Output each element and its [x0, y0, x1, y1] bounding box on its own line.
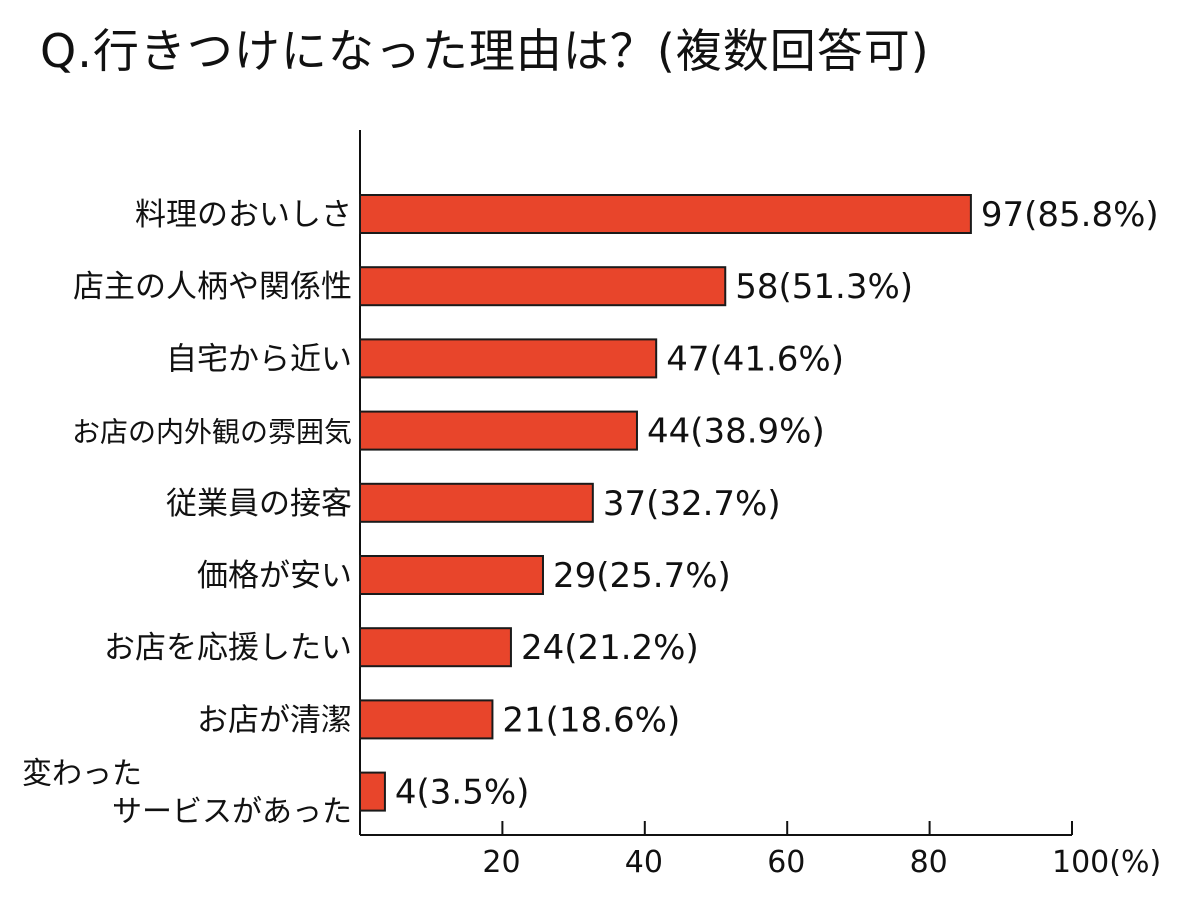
category-label: 従業員の接客	[166, 486, 352, 522]
category-label: 店主の人柄や関係性	[73, 269, 352, 305]
category-label: サービスがあった	[112, 795, 352, 830]
bar	[359, 410, 638, 451]
data-label: 58(51.3%)	[735, 267, 913, 307]
bar	[359, 482, 594, 523]
category-label: お店を応援したい	[104, 630, 352, 666]
data-label: 97(85.8%)	[981, 195, 1159, 235]
x-tick-label: 60	[767, 845, 805, 880]
category-label: 価格が安い	[197, 558, 352, 594]
bar	[359, 699, 494, 740]
category-label: 料理のおいしさ	[135, 197, 352, 233]
bar	[359, 771, 386, 812]
bar	[359, 338, 658, 379]
data-label: 44(38.9%)	[647, 412, 825, 452]
chart-title: Q.行きつけになった理由は？(複数回答可)	[40, 24, 930, 78]
category-label: お店の内外観の雰囲気	[72, 416, 352, 449]
data-label: 21(18.6%)	[502, 700, 680, 740]
category-label: お店が清潔	[197, 702, 352, 738]
x-tick-label: 40	[625, 845, 663, 880]
category-label: 変わった	[22, 757, 142, 792]
bar	[359, 266, 727, 307]
x-tick-label: 80	[910, 845, 948, 880]
data-label: 29(25.7%)	[553, 556, 731, 596]
bar	[359, 555, 544, 595]
data-label: 24(21.2%)	[521, 628, 699, 668]
x-tick-label: 100(%)	[1052, 845, 1161, 880]
data-label: 47(41.6%)	[666, 339, 844, 379]
category-label: 自宅から近い	[166, 341, 352, 377]
data-label: 4(3.5%)	[395, 773, 530, 813]
bar	[359, 627, 512, 668]
data-label: 37(32.7%)	[603, 484, 781, 524]
bar	[359, 194, 972, 234]
x-tick-label: 20	[482, 845, 520, 880]
